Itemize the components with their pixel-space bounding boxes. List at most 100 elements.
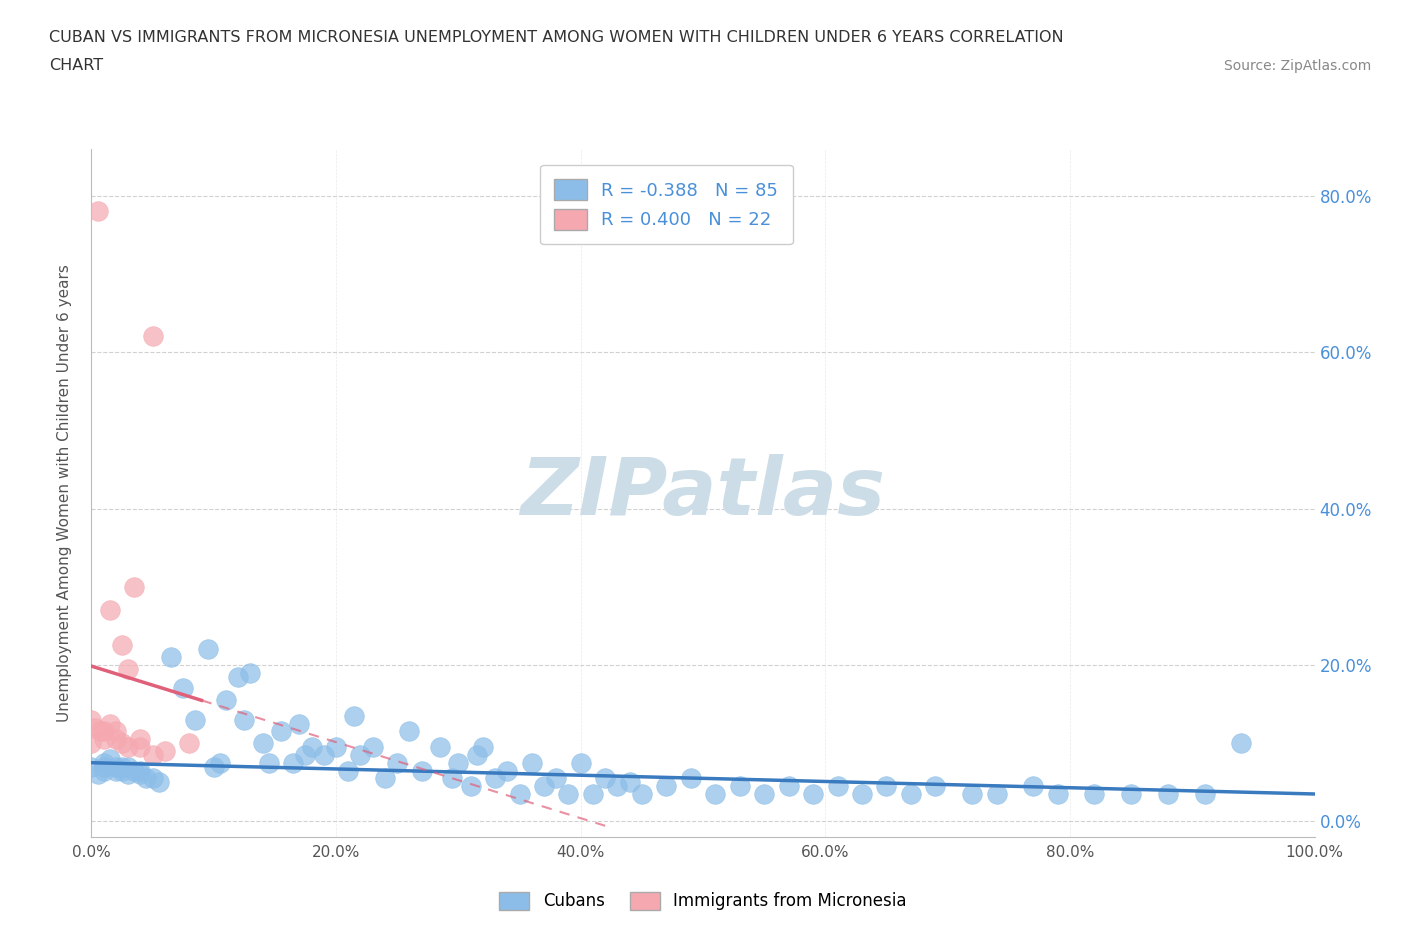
Point	[117, 759, 139, 774]
Point	[93, 764, 115, 778]
Point	[312, 748, 335, 763]
Point	[148, 775, 170, 790]
Point	[557, 787, 579, 802]
Point	[104, 732, 127, 747]
Point	[93, 759, 115, 774]
Point	[104, 759, 127, 774]
Text: CUBAN VS IMMIGRANTS FROM MICRONESIA UNEMPLOYMENT AMONG WOMEN WITH CHILDREN UNDER: CUBAN VS IMMIGRANTS FROM MICRONESIA UNEM…	[49, 30, 1064, 45]
Point	[361, 739, 384, 754]
Point	[1022, 778, 1045, 793]
Point	[129, 764, 152, 778]
Point	[197, 642, 219, 657]
Point	[460, 778, 482, 793]
Point	[704, 787, 727, 802]
Point	[496, 764, 519, 778]
Point	[141, 748, 163, 763]
Point	[679, 771, 702, 786]
Point	[80, 759, 103, 774]
Point	[86, 767, 108, 782]
Point	[252, 736, 274, 751]
Point	[385, 755, 409, 770]
Point	[80, 736, 103, 751]
Point	[117, 739, 139, 754]
Point	[325, 739, 347, 754]
Point	[208, 755, 231, 770]
Point	[141, 771, 163, 786]
Point	[337, 764, 360, 778]
Point	[343, 709, 366, 724]
Point	[520, 755, 543, 770]
Point	[411, 764, 433, 778]
Point	[606, 778, 628, 793]
Point	[754, 787, 776, 802]
Point	[93, 732, 115, 747]
Point	[301, 739, 323, 754]
Point	[283, 755, 305, 770]
Point	[349, 748, 371, 763]
Point	[135, 771, 157, 786]
Point	[98, 603, 121, 618]
Point	[179, 736, 201, 751]
Point	[90, 724, 112, 738]
Point	[141, 329, 163, 344]
Point	[129, 767, 152, 782]
Text: CHART: CHART	[49, 58, 103, 73]
Point	[117, 767, 139, 782]
Point	[1121, 787, 1143, 802]
Point	[202, 759, 225, 774]
Point	[153, 744, 176, 759]
Point	[546, 771, 568, 786]
Point	[778, 778, 800, 793]
Point	[80, 712, 103, 727]
Point	[84, 720, 107, 735]
Point	[1083, 787, 1105, 802]
Point	[509, 787, 531, 802]
Point	[655, 778, 678, 793]
Point	[239, 665, 262, 680]
Point	[533, 778, 555, 793]
Point	[257, 755, 280, 770]
Point	[900, 787, 922, 802]
Point	[631, 787, 654, 802]
Point	[1046, 787, 1069, 802]
Point	[960, 787, 983, 802]
Point	[233, 712, 256, 727]
Point	[93, 755, 115, 770]
Point	[122, 764, 145, 778]
Point	[111, 759, 134, 774]
Point	[1157, 787, 1180, 802]
Text: ZIPatlas: ZIPatlas	[520, 454, 886, 532]
Point	[122, 579, 145, 594]
Point	[801, 787, 824, 802]
Point	[93, 724, 115, 738]
Point	[160, 650, 183, 665]
Point	[226, 670, 249, 684]
Point	[465, 748, 488, 763]
Point	[986, 787, 1008, 802]
Text: Source: ZipAtlas.com: Source: ZipAtlas.com	[1223, 59, 1371, 73]
Point	[728, 778, 751, 793]
Point	[129, 739, 152, 754]
Point	[172, 681, 194, 696]
Point	[1194, 787, 1216, 802]
Legend: Cubans, Immigrants from Micronesia: Cubans, Immigrants from Micronesia	[494, 885, 912, 917]
Point	[398, 724, 420, 738]
Point	[1230, 736, 1253, 751]
Point	[98, 751, 121, 766]
Y-axis label: Unemployment Among Women with Children Under 6 years: Unemployment Among Women with Children U…	[58, 264, 72, 722]
Point	[86, 204, 108, 219]
Point	[851, 787, 873, 802]
Point	[104, 764, 127, 778]
Point	[593, 771, 616, 786]
Point	[827, 778, 849, 793]
Point	[129, 732, 152, 747]
Point	[619, 775, 641, 790]
Point	[582, 787, 605, 802]
Point	[111, 638, 134, 653]
Point	[270, 724, 292, 738]
Point	[374, 771, 396, 786]
Point	[441, 771, 464, 786]
Point	[484, 771, 506, 786]
Point	[288, 716, 311, 731]
Point	[184, 712, 207, 727]
